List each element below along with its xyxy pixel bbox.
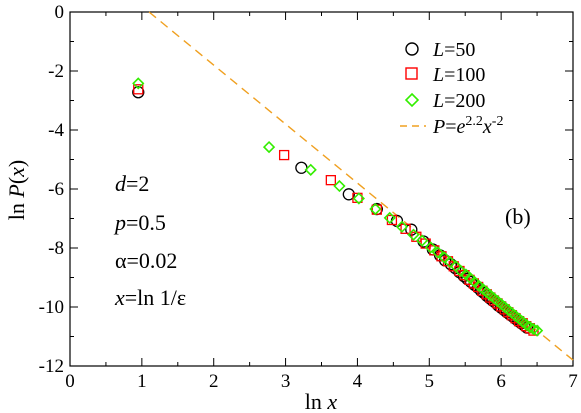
y-tick-label: -8	[48, 238, 64, 259]
y-tick-label: -4	[48, 120, 64, 141]
point-diamond	[424, 241, 437, 254]
x-axis-title: ln x	[305, 389, 338, 413]
point-circle	[132, 86, 145, 99]
x-tick-label: 3	[281, 371, 291, 392]
point-diamond	[369, 202, 382, 216]
point-diamond	[132, 77, 145, 90]
y-tick-label: -6	[48, 179, 64, 200]
point-diamond	[530, 324, 544, 337]
x-tick-label: 0	[65, 371, 75, 392]
point-diamond	[352, 192, 365, 205]
y-tick-label: -10	[39, 297, 64, 318]
x-tick-label: 6	[496, 371, 506, 392]
point-square	[133, 84, 144, 95]
panel-label: (b)	[505, 204, 531, 229]
legend-label-fit: P=e2.2x-2	[432, 114, 503, 138]
point-diamond	[383, 211, 396, 225]
point-square	[278, 149, 290, 161]
point-diamond	[333, 179, 346, 193]
annotation-x: x=ln 1/ε	[114, 285, 186, 310]
legend-marker-circle	[405, 42, 419, 56]
legend-label-l50: L=50	[432, 39, 475, 61]
parameter-annotations: d=2 p=0.5 α=0.02 x=ln 1/ε	[113, 171, 186, 310]
legend-label-l100: L=100	[432, 64, 485, 86]
legend: L=50 L=100 L=200 P=e2.2x-2	[400, 39, 503, 138]
x-tick-label: 5	[425, 371, 435, 392]
point-circle	[342, 188, 355, 201]
x-tick-labels: 0 1 2 3 4 5 6 7	[65, 371, 578, 392]
point-diamond	[527, 322, 540, 336]
point-diamond	[431, 246, 445, 259]
series-diamond	[132, 77, 544, 337]
point-diamond	[415, 234, 429, 247]
point-diamond	[304, 163, 317, 176]
point-diamond	[407, 228, 420, 241]
y-tick-labels: 0 -2 -4 -6 -8 -10 -12	[39, 2, 65, 377]
y-tick-label: -2	[48, 61, 64, 82]
annotation-alpha: α=0.02	[115, 248, 177, 273]
x-tick-label: 4	[353, 371, 363, 392]
y-tick-label: -12	[39, 356, 64, 377]
point-circle	[295, 161, 308, 174]
legend-entry-l100: L=100	[405, 64, 485, 86]
x-tick-label: 2	[209, 371, 219, 392]
x-tick-label: 7	[568, 371, 578, 392]
axis-ticks	[69, 11, 574, 367]
legend-marker-square	[405, 67, 418, 80]
legend-entry-fit: P=e2.2x-2	[400, 114, 503, 138]
y-tick-label: 0	[55, 2, 65, 23]
x-tick-label: 1	[137, 371, 147, 392]
point-square	[325, 174, 336, 186]
legend-entry-l50: L=50	[405, 39, 475, 61]
point-diamond	[443, 256, 457, 269]
data-points	[132, 77, 544, 337]
legend-marker-diamond	[404, 92, 420, 108]
annotation-d: d=2	[115, 171, 149, 196]
point-diamond	[454, 264, 468, 278]
legend-label-l200: L=200	[432, 90, 485, 112]
point-diamond	[262, 140, 276, 154]
y-axis-title: ln P(x)	[4, 160, 29, 221]
point-diamond	[395, 220, 409, 233]
legend-entry-l200: L=200	[404, 90, 485, 112]
annotation-p: p=0.5	[113, 210, 166, 235]
